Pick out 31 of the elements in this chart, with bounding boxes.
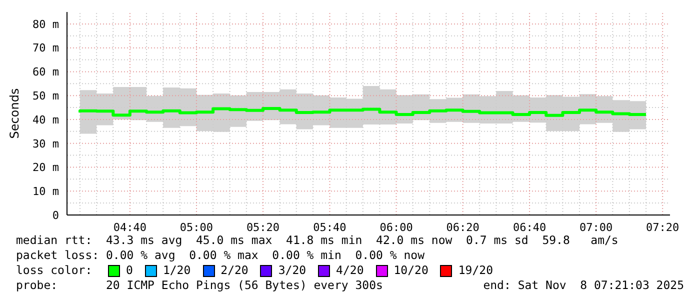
text: median rtt: 43.3 ms avg 45.0 ms max 41.8 ms min 42.0 ms now 0.7 ms sd 59.8 am/s — [16, 233, 620, 248]
text: probe: 20 ICMP Echo Pings (56 Bytes) every 300s — [16, 278, 383, 293]
x-tick-label: 05:20 — [246, 220, 280, 234]
x-tick-label: 05:00 — [180, 220, 214, 234]
y-tick-label: 30 m — [32, 137, 60, 150]
legend-label: 10/20 — [394, 263, 428, 278]
text: end: Sat Nov 8 07:21:03 2025 — [483, 278, 684, 293]
x-tick-label: 06:00 — [380, 220, 413, 234]
y-tick-label: 20 m — [32, 161, 60, 174]
text: packet loss: 0.00 % avg 0.00 % max 0.00 % min 0.00 % now — [16, 248, 426, 263]
legend-title: loss color: — [16, 263, 94, 278]
y-tick-label: 0 — [52, 208, 59, 222]
y-tick-label: 40 m — [32, 113, 60, 126]
legend-label: 1/20 — [162, 263, 191, 278]
legend-label: 3/20 — [278, 263, 306, 278]
x-tick-label: 06:40 — [512, 220, 546, 234]
x-tick-label: 05:40 — [313, 220, 346, 234]
x-tick-label: 07:20 — [646, 220, 680, 234]
legend-label: 4/20 — [336, 263, 364, 278]
legend-label: 0 — [126, 263, 133, 278]
legend-label: 2/20 — [220, 263, 248, 278]
y-tick-label: 60 m — [32, 66, 60, 79]
legend-label: 19/20 — [458, 263, 493, 278]
y-axis-title: Seconds — [7, 88, 22, 139]
x-tick-label: 04:40 — [113, 220, 146, 234]
y-tick-label: 10 m — [32, 185, 60, 198]
y-tick-label: 50 m — [32, 89, 60, 102]
x-tick-label: 06:20 — [446, 220, 480, 234]
x-tick-label: 07:00 — [580, 220, 613, 234]
y-tick-label: 80 m — [32, 18, 60, 31]
y-tick-label: 70 m — [32, 42, 60, 55]
